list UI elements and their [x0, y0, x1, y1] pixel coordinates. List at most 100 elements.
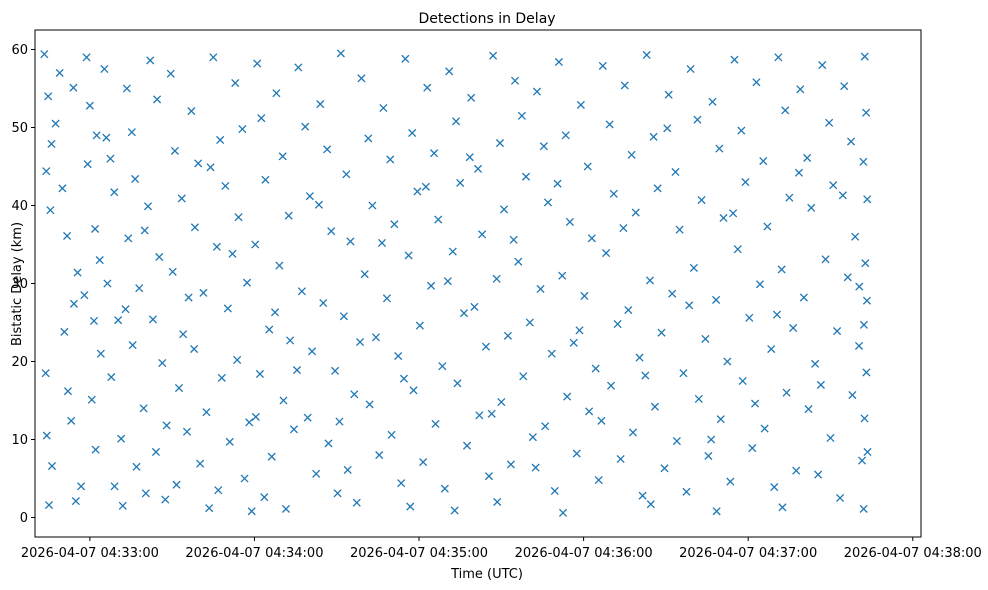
- data-point: [205, 504, 214, 513]
- data-point: [759, 156, 768, 166]
- data-point: [289, 425, 299, 434]
- data-point: [565, 217, 574, 226]
- data-point: [774, 53, 783, 62]
- data-point: [158, 359, 167, 368]
- data-point: [375, 451, 384, 460]
- data-point: [462, 441, 472, 450]
- data-point: [63, 387, 72, 396]
- data-point: [434, 215, 443, 224]
- data-point: [657, 328, 666, 337]
- y-tick-label: 10: [11, 433, 28, 448]
- data-point: [80, 291, 89, 300]
- data-point: [693, 115, 702, 124]
- data-point: [532, 87, 542, 96]
- data-point: [760, 424, 769, 433]
- data-point: [121, 305, 130, 314]
- x-axis: 2026-04-07 04:33:00 2026-04-07 04:34:00 20…: [21, 537, 982, 561]
- data-point: [752, 78, 761, 87]
- data-point: [675, 225, 684, 234]
- data-point: [682, 487, 691, 496]
- data-point: [547, 349, 556, 358]
- data-point: [255, 369, 264, 379]
- data-point: [541, 422, 550, 431]
- data-point: [117, 434, 126, 443]
- data-point: [212, 242, 221, 251]
- data-point: [649, 132, 658, 141]
- data-point: [270, 308, 280, 317]
- data-point: [430, 149, 439, 158]
- data-point: [275, 261, 284, 270]
- data-point: [194, 159, 203, 168]
- data-point: [803, 153, 812, 162]
- data-point: [265, 325, 274, 334]
- data-point: [382, 294, 391, 303]
- data-point: [162, 421, 171, 430]
- data-point: [811, 359, 820, 368]
- data-point: [47, 461, 57, 471]
- data-point: [750, 399, 760, 408]
- data-point: [408, 128, 417, 138]
- data-point: [182, 427, 192, 436]
- data-point: [103, 279, 112, 288]
- data-point: [481, 342, 491, 351]
- data-point: [737, 126, 746, 135]
- data-point: [503, 331, 512, 340]
- data-point: [139, 404, 148, 413]
- data-point: [42, 167, 51, 176]
- data-point: [836, 493, 845, 503]
- data-point: [140, 226, 149, 235]
- data-point: [495, 139, 505, 148]
- data-point: [209, 53, 218, 62]
- data-point: [846, 137, 856, 146]
- data-point: [861, 259, 870, 268]
- data-point: [60, 327, 69, 336]
- data-point: [825, 118, 834, 127]
- data-point: [231, 78, 240, 88]
- data-point: [386, 155, 395, 164]
- data-point: [228, 249, 237, 258]
- data-point: [377, 238, 387, 247]
- data-point: [741, 178, 750, 187]
- data-point: [729, 209, 738, 218]
- data-point: [517, 111, 526, 120]
- data-point: [509, 235, 518, 244]
- data-point: [233, 355, 242, 364]
- data-point: [110, 482, 119, 491]
- data-point: [767, 344, 776, 354]
- data-point: [419, 458, 428, 467]
- data-point: [131, 174, 140, 184]
- data-point: [863, 447, 872, 457]
- data-point: [672, 437, 681, 446]
- data-point: [352, 498, 361, 507]
- data-point: [489, 51, 498, 60]
- data-point: [122, 84, 131, 93]
- x-tick-label: 2026-04-07 04:34:00: [185, 546, 323, 561]
- data-point: [473, 164, 483, 173]
- data-point: [796, 85, 805, 94]
- data-point: [598, 61, 607, 70]
- data-point: [627, 150, 636, 159]
- data-point: [168, 267, 177, 276]
- data-point: [755, 280, 765, 289]
- data-point: [851, 232, 860, 241]
- data-point: [531, 463, 540, 472]
- x-tick-label: 2026-04-07 04:37:00: [679, 546, 817, 561]
- data-point: [799, 293, 808, 302]
- data-point: [818, 61, 827, 70]
- data-point: [179, 330, 188, 339]
- data-point: [826, 433, 835, 442]
- data-point: [44, 92, 53, 101]
- data-point: [620, 81, 629, 90]
- data-point: [431, 419, 440, 428]
- data-point: [748, 444, 757, 453]
- data-point: [645, 276, 655, 285]
- y-tick-label: 40: [11, 199, 28, 214]
- data-point: [668, 289, 677, 298]
- data-point: [506, 460, 515, 469]
- data-point: [730, 55, 739, 64]
- data-point: [297, 287, 306, 296]
- data-point: [450, 506, 459, 515]
- data-point: [478, 230, 487, 239]
- data-point: [653, 184, 662, 193]
- data-point: [628, 428, 638, 437]
